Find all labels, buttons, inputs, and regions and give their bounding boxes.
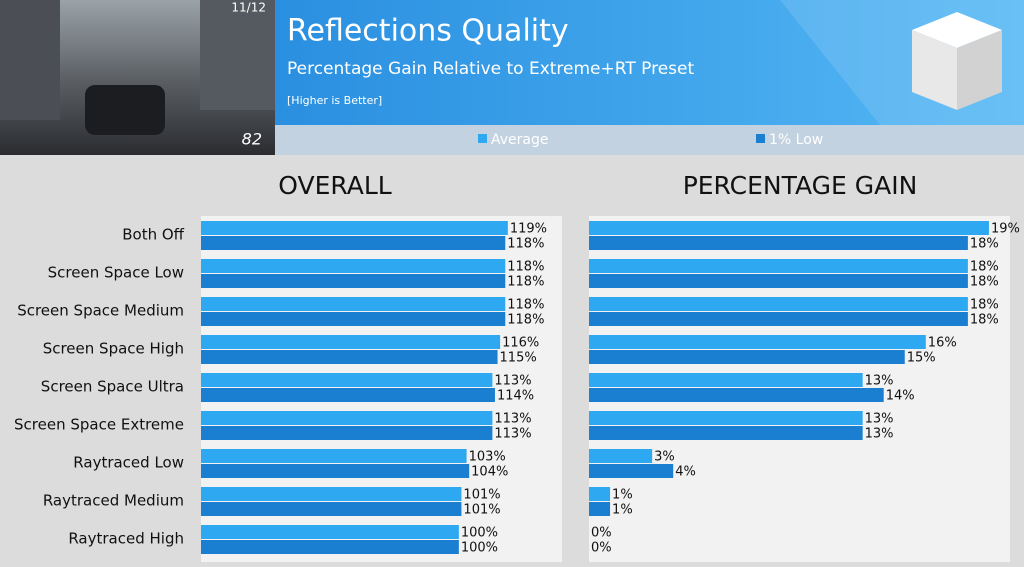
value-label: 101% — [463, 488, 500, 503]
value-label: 13% — [865, 374, 894, 389]
value-label: 15% — [907, 351, 936, 366]
value-label: 13% — [865, 427, 894, 442]
legend-band — [275, 125, 1024, 155]
bar — [201, 388, 495, 402]
value-label: 1% — [612, 503, 633, 518]
value-label: 101% — [463, 503, 500, 518]
category-label: Screen Space High — [43, 340, 184, 358]
value-label: 4% — [675, 465, 696, 480]
cube-icon — [912, 12, 1002, 110]
bar — [589, 335, 926, 349]
legend-label: Average — [491, 132, 549, 148]
bar — [201, 487, 462, 501]
bar — [201, 312, 506, 326]
bar — [201, 274, 506, 288]
thumbnail-building — [200, 0, 275, 110]
category-label: Raytraced High — [68, 530, 184, 548]
value-label: 118% — [507, 298, 544, 313]
bar — [201, 411, 493, 425]
value-label: 19% — [991, 222, 1020, 237]
value-label: 16% — [928, 336, 957, 351]
value-label: 18% — [970, 275, 999, 290]
header-band — [275, 0, 1024, 125]
bar — [589, 274, 968, 288]
bar — [201, 426, 493, 440]
bar — [589, 449, 653, 463]
hud-speed: 82 — [242, 130, 262, 149]
bar — [589, 221, 989, 235]
category-label: Raytraced Medium — [43, 492, 184, 510]
bar — [589, 388, 884, 402]
value-label: 113% — [494, 374, 531, 389]
bar — [201, 297, 506, 311]
bar — [201, 236, 506, 250]
value-label: 13% — [865, 412, 894, 427]
bar — [201, 449, 467, 463]
bar — [201, 502, 462, 516]
bar — [589, 373, 863, 387]
value-label: 118% — [507, 275, 544, 290]
value-label: 119% — [510, 222, 547, 237]
bar — [589, 350, 905, 364]
bar — [201, 335, 501, 349]
category-label: Screen Space Low — [48, 264, 184, 282]
thumbnail-building — [0, 0, 60, 120]
bar — [589, 464, 674, 478]
value-label: 104% — [471, 465, 508, 480]
bar — [589, 259, 968, 273]
bar — [201, 259, 506, 273]
category-label: Screen Space Extreme — [14, 416, 184, 434]
value-label: 118% — [507, 313, 544, 328]
value-label: 100% — [461, 526, 498, 541]
bar — [589, 502, 611, 516]
note: [Higher is Better] — [287, 94, 382, 107]
value-label: 18% — [970, 260, 999, 275]
value-label: 18% — [970, 313, 999, 328]
category-label: Both Off — [122, 226, 184, 244]
value-label: 116% — [502, 336, 539, 351]
bar — [201, 350, 498, 364]
bar — [589, 487, 611, 501]
value-label: 113% — [494, 427, 531, 442]
bar — [589, 236, 968, 250]
legend-swatch — [756, 134, 765, 143]
bar — [589, 312, 968, 326]
bar — [589, 426, 863, 440]
legend-label: 1% Low — [769, 132, 823, 148]
value-label: 18% — [970, 298, 999, 313]
category-label: Raytraced Low — [73, 454, 184, 472]
hud-position: 11/12 — [231, 1, 266, 15]
bar — [201, 373, 493, 387]
chart-title: OVERALL — [278, 171, 392, 200]
chart-title: PERCENTAGE GAIN — [683, 171, 918, 200]
legend-swatch — [478, 134, 487, 143]
value-label: 114% — [497, 389, 534, 404]
value-label: 3% — [654, 450, 675, 465]
subtitle: Percentage Gain Relative to Extreme+RT P… — [287, 59, 694, 79]
value-label: 118% — [507, 260, 544, 275]
bar — [589, 297, 968, 311]
value-label: 1% — [612, 488, 633, 503]
value-label: 0% — [591, 541, 612, 556]
value-label: 0% — [591, 526, 612, 541]
value-label: 18% — [970, 237, 999, 252]
bar — [201, 525, 459, 539]
thumbnail-car — [85, 85, 165, 135]
value-label: 113% — [494, 412, 531, 427]
value-label: 103% — [469, 450, 506, 465]
category-label: Screen Space Ultra — [41, 378, 184, 396]
bar — [201, 221, 508, 235]
value-label: 100% — [461, 541, 498, 556]
bar — [201, 464, 470, 478]
bar — [589, 411, 863, 425]
value-label: 14% — [886, 389, 915, 404]
value-label: 115% — [500, 351, 537, 366]
title: Reflections Quality — [287, 14, 569, 49]
value-label: 118% — [507, 237, 544, 252]
category-label: Screen Space Medium — [17, 302, 184, 320]
bar — [201, 540, 459, 554]
